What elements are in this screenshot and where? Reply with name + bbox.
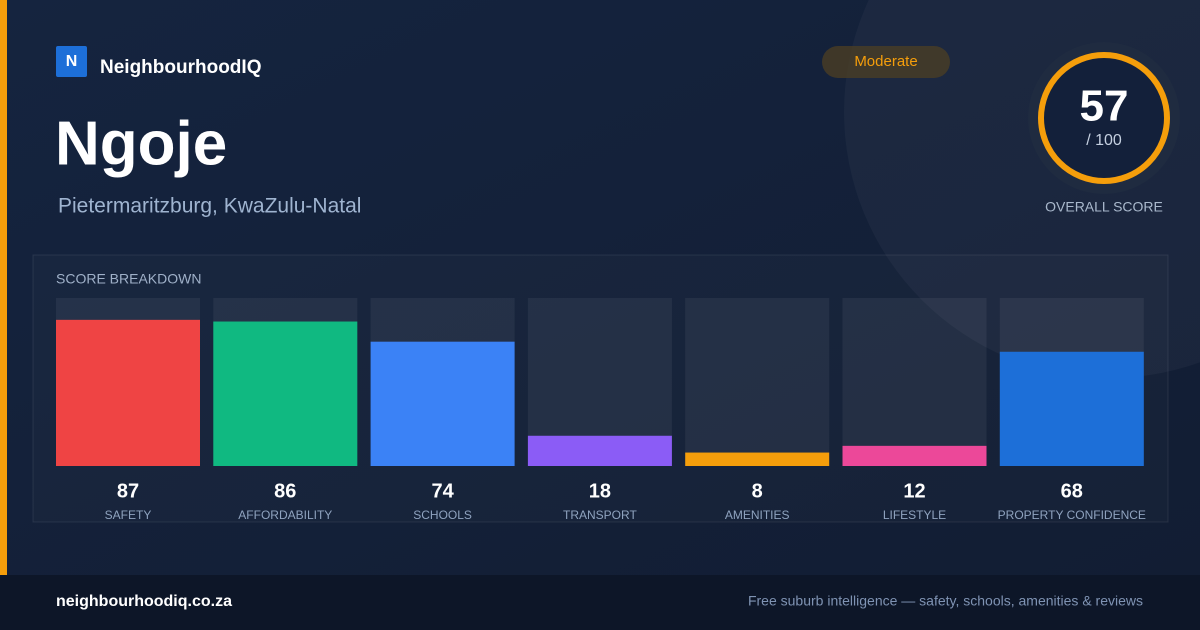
overall-score: 57 [1080, 82, 1129, 131]
category-label: TRANSPORT [563, 508, 637, 522]
overall-max: / 100 [1086, 132, 1122, 149]
bar [999, 351, 1144, 466]
suburb-title: Ngoje [55, 109, 227, 178]
bar [56, 319, 200, 466]
chart-title: SCORE BREAKDOWN [56, 271, 201, 287]
bar [527, 435, 672, 466]
value-label: 68 [1061, 480, 1083, 502]
brand-initial: N [66, 53, 78, 70]
category-label: SCHOOLS [413, 508, 472, 522]
category-label: PROPERTY CONFIDENCE [998, 508, 1146, 522]
background [0, 0, 1200, 575]
suburb-location: Pietermaritzburg, KwaZulu-Natal [58, 195, 361, 218]
footer [0, 575, 1200, 630]
value-label: 12 [903, 480, 925, 502]
footer-site: neighbourhoodiq.co.za [56, 593, 232, 610]
value-label: 87 [117, 480, 139, 502]
accent-stripe [0, 0, 7, 575]
value-label: 74 [431, 480, 454, 502]
brand-logo [56, 46, 87, 77]
badge [822, 46, 950, 78]
badge-text: Moderate [854, 53, 917, 70]
bar [370, 341, 515, 466]
value-label: 8 [752, 480, 763, 502]
category-label: SAFETY [105, 508, 152, 522]
value-label: 18 [589, 480, 611, 502]
category-label: LIFESTYLE [883, 508, 946, 522]
bar [685, 452, 830, 466]
overall-label: OVERALL SCORE [1045, 199, 1163, 215]
brand-name: NeighbourhoodIQ [100, 57, 261, 78]
value-label: 86 [274, 480, 296, 502]
bar [842, 445, 987, 466]
category-label: AMENITIES [725, 508, 790, 522]
bar-track [842, 298, 987, 466]
category-label: AFFORDABILITY [238, 508, 332, 522]
breakdown-panel [32, 254, 1169, 523]
footer-tagline: Free suburb intelligence — safety, schoo… [748, 593, 1143, 609]
score-ring [1038, 52, 1170, 184]
bar-track [685, 298, 830, 466]
bar [213, 321, 358, 466]
